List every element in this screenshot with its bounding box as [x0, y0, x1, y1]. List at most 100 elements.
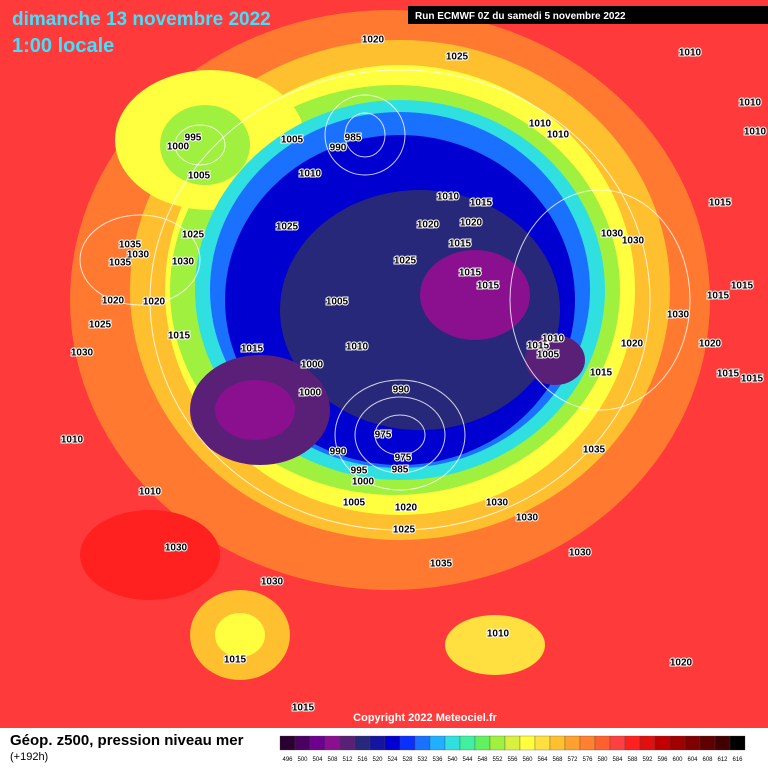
legend-value: 520: [372, 757, 383, 763]
legend-swatch: [354, 735, 371, 751]
pressure-label: 1015: [527, 341, 550, 352]
pressure-label: 1015: [717, 369, 740, 380]
pressure-label: 990: [330, 143, 347, 154]
time-text: 1:00 locale: [12, 35, 114, 57]
legend-swatch: [684, 735, 701, 751]
legend-swatch: [609, 735, 626, 751]
pressure-label: 1010: [547, 130, 570, 141]
pressure-label: 1010: [139, 487, 162, 498]
legend-swatch: [474, 735, 491, 751]
pressure-label: 1010: [437, 192, 460, 203]
pressure-label: 1010: [346, 342, 369, 353]
pressure-label: 1030: [667, 310, 690, 321]
legend-swatch: [444, 735, 461, 751]
pressure-label: 1025: [276, 222, 299, 233]
pressure-label: 1015: [241, 344, 264, 355]
pressure-label: 1020: [395, 503, 418, 514]
pressure-label: 1010: [744, 127, 767, 138]
pressure-label: 1035: [583, 445, 606, 456]
pressure-label: 995: [185, 133, 202, 144]
legend-value: 568: [552, 757, 563, 763]
pressure-label: 1020: [102, 296, 125, 307]
pressure-label: 1030: [569, 548, 592, 559]
legend-swatch: [324, 735, 341, 751]
legend-value: 564: [537, 757, 548, 763]
pressure-label: 1025: [394, 256, 417, 267]
legend-value: 612: [717, 757, 728, 763]
pressure-label: 1010: [739, 98, 762, 109]
pressure-label: 985: [392, 465, 409, 476]
legend-bar: Géop. z500, pression niveau mer (+192h) …: [0, 728, 768, 768]
pressure-label: 1005: [326, 297, 349, 308]
copyright: Copyright 2022 Meteociel.fr: [353, 712, 497, 724]
legend-swatch: [639, 735, 656, 751]
legend-value: 524: [387, 757, 398, 763]
legend-value: 592: [642, 757, 653, 763]
pressure-label: 1000: [301, 360, 324, 371]
pressure-label: 1000: [299, 388, 322, 399]
legend-swatch: [654, 735, 671, 751]
legend-swatch: [339, 735, 356, 751]
legend-value: 616: [732, 757, 743, 763]
run-text: Run ECMWF 0Z du samedi 5 novembre 2022: [415, 11, 626, 22]
pressure-label: 1035: [109, 258, 132, 269]
legend-title: Géop. z500, pression niveau mer: [10, 732, 244, 749]
legend-value: 512: [342, 757, 353, 763]
legend-swatch: [414, 735, 431, 751]
legend-value: 600: [672, 757, 683, 763]
legend-swatch: [294, 735, 311, 751]
pressure-label: 1020: [670, 658, 693, 669]
legend-value: 528: [402, 757, 413, 763]
contour-fill: [280, 190, 560, 430]
pressure-label: 1015: [741, 374, 764, 385]
legend-swatch: [309, 735, 326, 751]
pressure-label: 1030: [71, 348, 94, 359]
pressure-label: 1015: [292, 703, 315, 714]
legend-value: 496: [282, 757, 293, 763]
pressure-label: 1010: [299, 169, 322, 180]
legend-swatch: [699, 735, 716, 751]
pressure-label: 975: [395, 453, 412, 464]
legend-swatch: [279, 735, 296, 751]
pressure-label: 1030: [486, 498, 509, 509]
contour-fill: [160, 105, 250, 185]
pressure-label: 995: [351, 466, 368, 477]
legend-value: 516: [357, 757, 368, 763]
pressure-label: 1030: [165, 543, 188, 554]
pressure-label: 1015: [459, 268, 482, 279]
legend-swatch: [459, 735, 476, 751]
isobars: [79, 69, 691, 531]
pressure-label: 1015: [470, 198, 493, 209]
pressure-label: 1035: [119, 240, 142, 251]
pressure-label: 1025: [393, 525, 416, 536]
legend-swatch: [519, 735, 536, 751]
pressure-label: 1005: [343, 498, 366, 509]
pressure-label: 1020: [417, 220, 440, 231]
pressure-label: 1005: [537, 350, 560, 361]
pressure-label: 1025: [182, 230, 205, 241]
legend-swatch: [534, 735, 551, 751]
legend-value: 560: [522, 757, 533, 763]
pressure-label: 1015: [224, 655, 247, 666]
legend-value: 552: [492, 757, 503, 763]
legend-value: 576: [582, 757, 593, 763]
pressure-label: 1030: [172, 257, 195, 268]
contour-fill: [215, 380, 295, 440]
pressure-label: 1015: [449, 239, 472, 250]
legend-lead: (+192h): [10, 751, 48, 763]
legend-value: 504: [312, 757, 323, 763]
contour-fill: [80, 510, 220, 600]
legend-value: 604: [687, 757, 698, 763]
legend-swatch: [564, 735, 581, 751]
legend-value: 580: [597, 757, 608, 763]
pressure-label: 1000: [167, 142, 190, 153]
pressure-label: 1010: [542, 334, 565, 345]
legend-value: 508: [327, 757, 338, 763]
legend-swatch: [594, 735, 611, 751]
pressure-label: 975: [375, 430, 392, 441]
pressure-label: 1025: [446, 52, 469, 63]
legend-value: 556: [507, 757, 518, 763]
legend-value: 532: [417, 757, 428, 763]
legend-swatch: [579, 735, 596, 751]
